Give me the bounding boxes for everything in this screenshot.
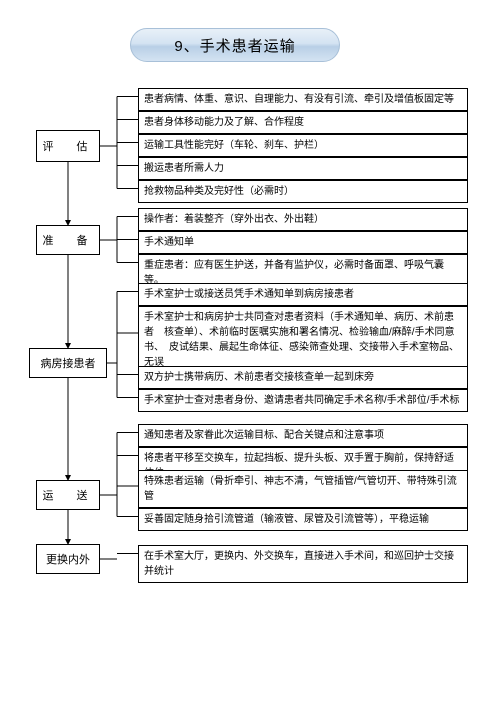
item-transport-3: 妥善固定随身拾引流管道（输液管、尿管及引流管等），平稳运输 bbox=[138, 508, 468, 531]
item-assess-1: 患者身体移动能力及了解、合作程度 bbox=[138, 111, 468, 134]
item-assess-3: 搬运患者所需人力 bbox=[138, 157, 468, 180]
stage-assess: 评 估 bbox=[36, 130, 100, 162]
item-receive-2: 双方护士携带病历、术前患者交接核查单一起到床旁 bbox=[138, 366, 468, 389]
item-receive-3: 手术室护士查对患者身份、邀请患者共同确定手术名称/手术部位/手术标 bbox=[138, 389, 468, 412]
stage-transport: 运 送 bbox=[36, 480, 100, 510]
item-assess-4: 抢救物品种类及完好性（必需时） bbox=[138, 180, 468, 203]
item-change-0: 在手术室大厅，更换内、外交换车，直接进入手术间，和巡回护士交接并统计 bbox=[138, 545, 468, 583]
item-transport-2: 特殊患者运输（骨折牵引、神志不清，气管插管/气管切开、带特殊引流管 bbox=[138, 470, 468, 508]
item-prepare-1: 手术通知单 bbox=[138, 231, 468, 254]
stage-change: 更换内外 bbox=[36, 544, 100, 574]
stage-receive: 病房接患者 bbox=[29, 348, 107, 378]
item-assess-0: 患者病情、体重、意识、自理能力、有没有引流、牵引及增值板固定等 bbox=[138, 88, 468, 111]
item-receive-1: 手术室护士和病房护士共同查对患者资料（手术通知单、病历、术前患者 核查单）、术前… bbox=[138, 306, 468, 374]
item-assess-2: 运输工具性能完好（车轮、刹车、护栏） bbox=[138, 134, 468, 157]
item-prepare-0: 操作者：着装整齐（穿外出衣、外出鞋） bbox=[138, 208, 468, 231]
item-transport-0: 通知患者及家眷此次运输目标、配合关键点和注意事项 bbox=[138, 424, 468, 447]
stage-prepare: 准 备 bbox=[36, 225, 100, 255]
title-pill: 9、手术患者运输 bbox=[130, 28, 340, 62]
flowchart-container: { "title": "9、手术患者运输", "layout": { "page… bbox=[0, 0, 500, 707]
item-receive-0: 手术室护士或接送员凭手术通知单到病房接患者 bbox=[138, 283, 468, 306]
title-text: 9、手术患者运输 bbox=[174, 35, 295, 56]
